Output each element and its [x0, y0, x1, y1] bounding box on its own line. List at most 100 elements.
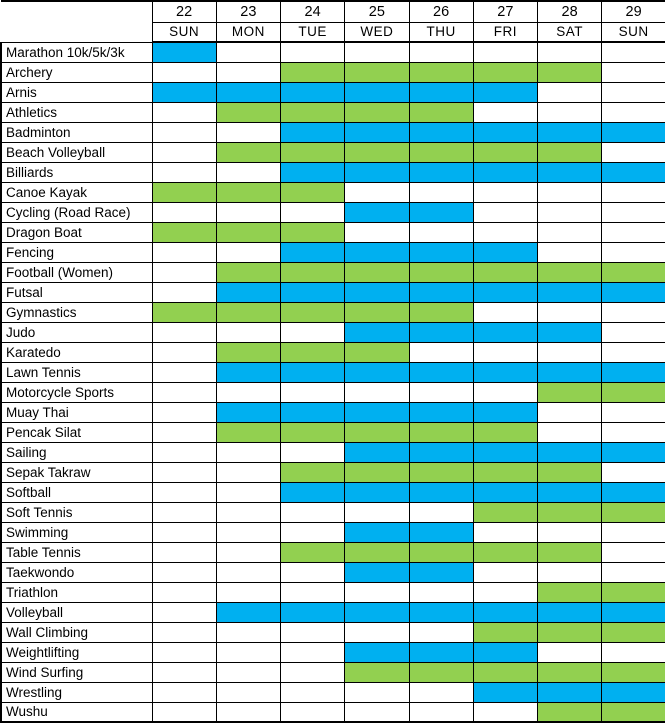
- schedule-cell: [344, 521, 410, 543]
- schedule-cell: [536, 361, 603, 383]
- schedule-cell: [215, 81, 282, 103]
- schedule-cell: [215, 121, 282, 143]
- schedule-cell: [536, 241, 603, 263]
- schedule-cell: [601, 701, 665, 723]
- schedule-cell: [472, 701, 539, 723]
- schedule-cell: [344, 541, 410, 563]
- schedule-cell: [344, 401, 410, 423]
- corner-cell: [1, 0, 153, 43]
- schedule-cell: [472, 601, 539, 623]
- table-row: Football (Women): [0, 261, 665, 283]
- schedule-cell: [472, 481, 539, 503]
- schedule-cell: [408, 41, 474, 63]
- schedule-cell: [408, 81, 474, 103]
- schedule-cell: [151, 261, 217, 283]
- header-date-27: 27: [472, 0, 539, 23]
- schedule-cell: [601, 621, 665, 643]
- schedule-cell: [601, 301, 665, 323]
- table-row: Lawn Tennis: [0, 361, 665, 383]
- schedule-cell: [601, 241, 665, 263]
- schedule-cell: [215, 641, 282, 663]
- schedule-cell: [279, 301, 346, 323]
- schedule-cell: [344, 301, 410, 323]
- schedule-cell: [151, 181, 217, 203]
- schedule-cell: [408, 521, 474, 543]
- schedule-cell: [151, 621, 217, 643]
- schedule-cell: [601, 681, 665, 703]
- schedule-cell: [601, 381, 665, 403]
- schedule-cell: [279, 481, 346, 503]
- schedule-cell: [279, 501, 346, 523]
- table-row: Softball: [0, 481, 665, 503]
- schedule-cell: [151, 541, 217, 563]
- schedule-cell: [215, 501, 282, 523]
- schedule-cell: [472, 441, 539, 463]
- schedule-cell: [472, 641, 539, 663]
- schedule-cell: [215, 181, 282, 203]
- sport-label: Athletics: [0, 101, 153, 123]
- sport-label: Sailing: [0, 441, 153, 463]
- sport-label: Gymnastics: [0, 301, 153, 323]
- sport-label: Table Tennis: [0, 541, 153, 563]
- schedule-cell: [279, 161, 346, 183]
- schedule-cell: [344, 201, 410, 223]
- table-row: Motorcycle Sports: [0, 381, 665, 403]
- schedule-cell: [601, 201, 665, 223]
- schedule-cell: [408, 341, 474, 363]
- schedule-body: Marathon 10k/5k/3k Archery Arnis Athletics B…: [0, 41, 665, 723]
- schedule-cell: [536, 441, 603, 463]
- schedule-cell: [344, 641, 410, 663]
- header-day-23: MON: [215, 21, 282, 43]
- schedule-cell: [408, 301, 474, 323]
- sport-label: Soft Tennis: [0, 501, 153, 523]
- schedule-cell: [601, 141, 665, 163]
- sport-label: Billiards: [0, 161, 153, 183]
- schedule-cell: [151, 41, 217, 63]
- schedule-cell: [151, 601, 217, 623]
- table-row: Badminton: [0, 121, 665, 143]
- schedule-cell: [472, 221, 539, 243]
- schedule-cell: [279, 181, 346, 203]
- schedule-cell: [601, 641, 665, 663]
- schedule-cell: [536, 141, 603, 163]
- sport-label: Volleyball: [0, 601, 153, 623]
- schedule-cell: [536, 381, 603, 403]
- schedule-cell: [215, 221, 282, 243]
- schedule-cell: [279, 701, 346, 723]
- schedule-cell: [344, 81, 410, 103]
- schedule-cell: [601, 421, 665, 443]
- table-row: Swimming: [0, 521, 665, 543]
- schedule-cell: [472, 421, 539, 443]
- schedule-cell: [408, 241, 474, 263]
- table-row: Pencak Silat: [0, 421, 665, 443]
- schedule-cell: [601, 441, 665, 463]
- schedule-cell: [344, 681, 410, 703]
- schedule-cell: [151, 641, 217, 663]
- sport-label: Muay Thai: [0, 401, 153, 423]
- sport-label: Wind Surfing: [0, 661, 153, 683]
- sport-label: Taekwondo: [0, 561, 153, 583]
- schedule-cell: [536, 221, 603, 243]
- schedule-cell: [151, 461, 217, 483]
- schedule-cell: [279, 421, 346, 443]
- schedule-cell: [279, 681, 346, 703]
- schedule-cell: [536, 641, 603, 663]
- table-row: Cycling (Road Race): [0, 201, 665, 223]
- schedule-cell: [472, 101, 539, 123]
- schedule-cell: [472, 261, 539, 283]
- schedule-cell: [536, 321, 603, 343]
- schedule-cell: [344, 101, 410, 123]
- schedule-cell: [151, 301, 217, 323]
- schedule-cell: [536, 341, 603, 363]
- schedule-cell: [215, 601, 282, 623]
- schedule-cell: [215, 241, 282, 263]
- schedule-cell: [601, 361, 665, 383]
- schedule-cell: [215, 621, 282, 643]
- schedule-cell: [601, 181, 665, 203]
- schedule-cell: [344, 701, 410, 723]
- schedule-cell: [408, 701, 474, 723]
- schedule-cell: [408, 461, 474, 483]
- schedule-cell: [472, 301, 539, 323]
- schedule-cell: [601, 601, 665, 623]
